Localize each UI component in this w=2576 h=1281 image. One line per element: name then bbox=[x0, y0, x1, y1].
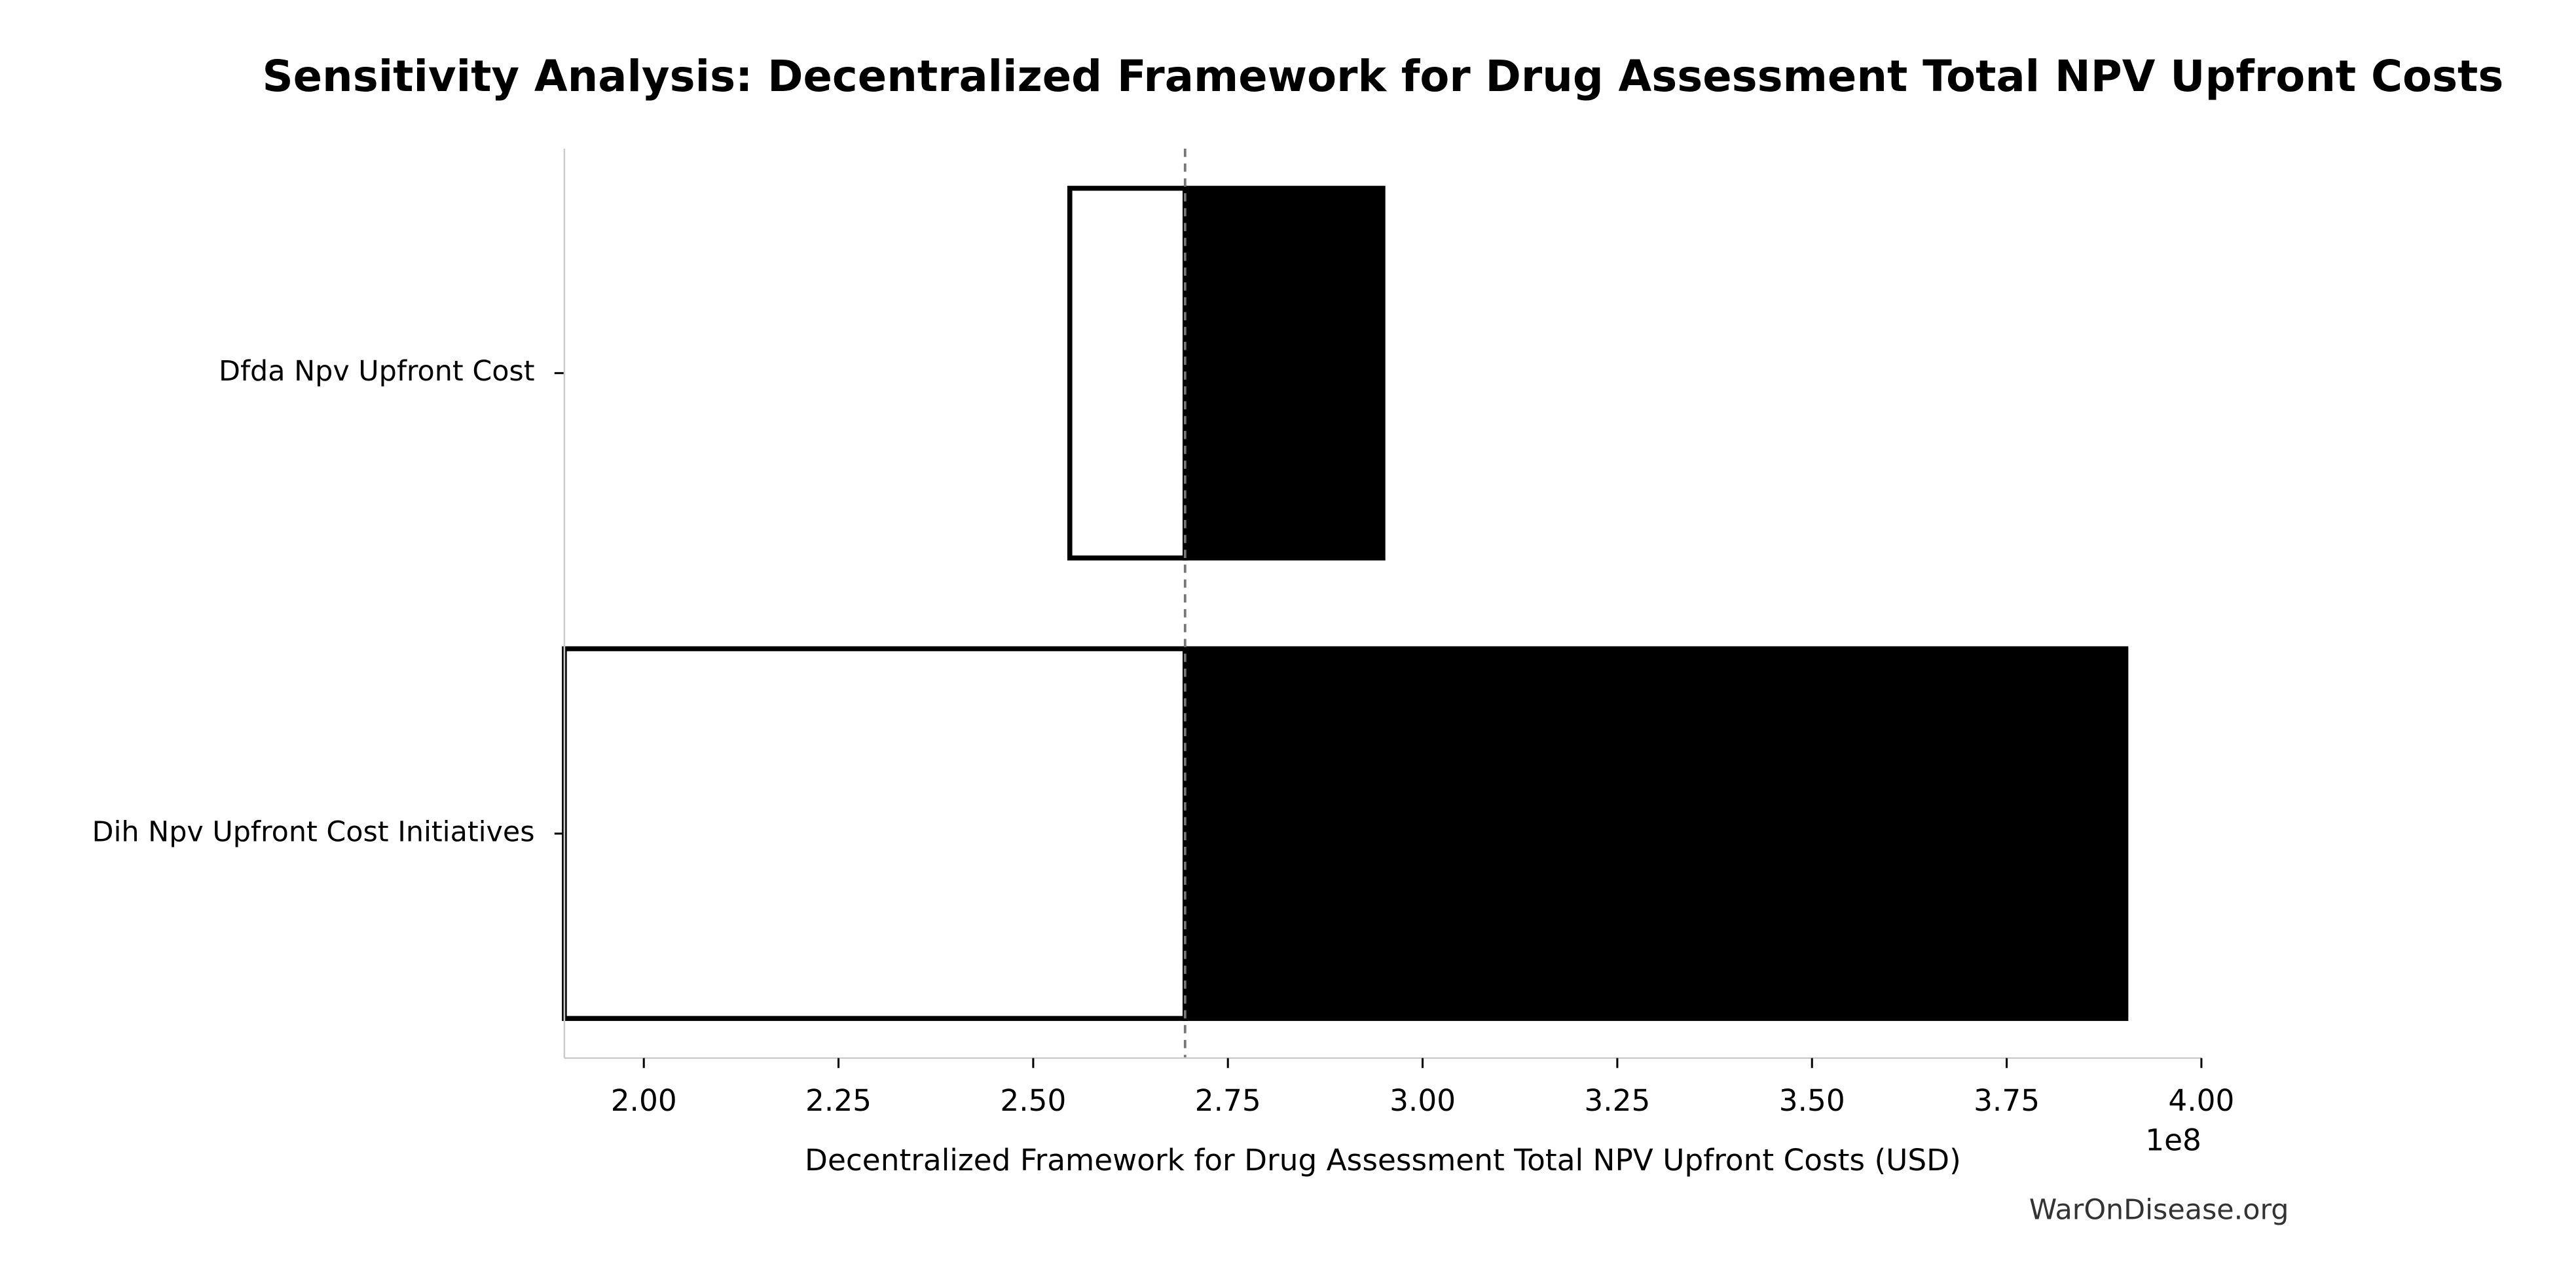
x-tick-label: 3.75 bbox=[1974, 1083, 2040, 1118]
x-tick-label: 2.75 bbox=[1195, 1083, 1261, 1118]
x-axis-label: Decentralized Framework for Drug Assessm… bbox=[805, 1143, 1961, 1178]
bar bbox=[562, 646, 1188, 1021]
x-tick-label: 2.25 bbox=[805, 1083, 872, 1118]
x-offset-label: 1e8 bbox=[2145, 1123, 2201, 1158]
bar bbox=[1183, 646, 2129, 1021]
chart-title: Sensitivity Analysis: Decentralized Fram… bbox=[262, 52, 2503, 102]
x-tick-label: 2.00 bbox=[611, 1083, 677, 1118]
bar bbox=[1183, 185, 1386, 561]
x-tick-label: 2.50 bbox=[1000, 1083, 1066, 1118]
y-tick-label: Dfda Npv Upfront Cost bbox=[219, 355, 535, 388]
x-tick-label: 3.00 bbox=[1389, 1083, 1456, 1118]
x-tick-label: 4.00 bbox=[2168, 1083, 2234, 1118]
watermark: WarOnDisease.org bbox=[2029, 1193, 2289, 1226]
x-tick-label: 3.50 bbox=[1779, 1083, 1845, 1118]
bar bbox=[1067, 185, 1188, 561]
y-tick-label: Dih Npv Upfront Cost Initiatives bbox=[92, 815, 535, 848]
x-tick-label: 3.25 bbox=[1584, 1083, 1650, 1118]
